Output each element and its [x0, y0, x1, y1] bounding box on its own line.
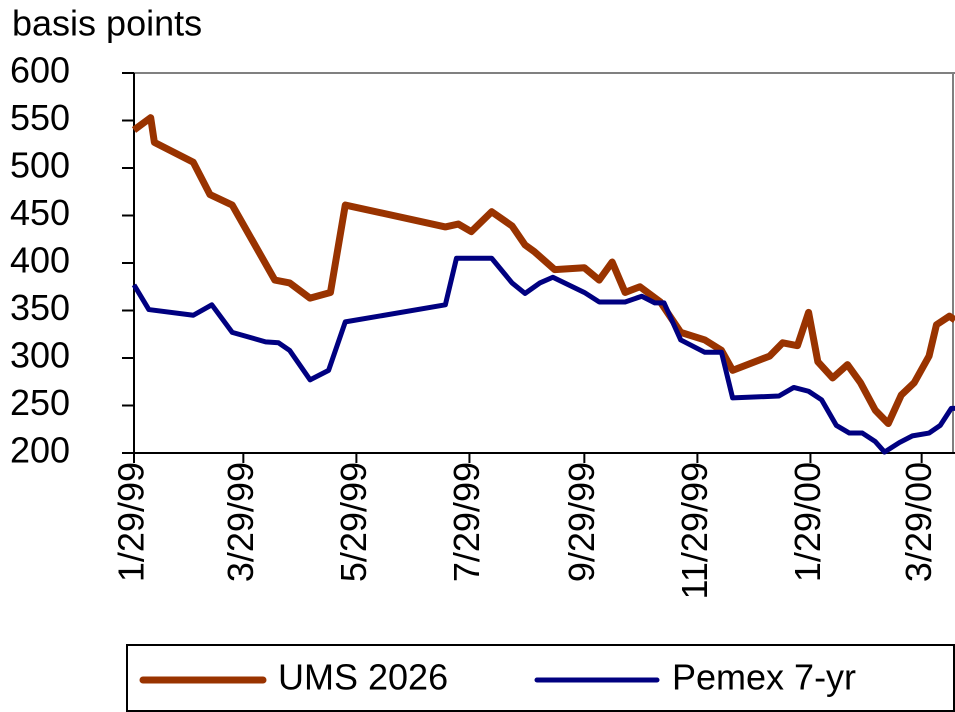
y-tick-label: 450 [10, 192, 70, 233]
y-tick-label: 300 [10, 335, 70, 376]
y-tick-label: 600 [10, 50, 70, 91]
y-tick-label: 250 [10, 382, 70, 423]
legend-label: UMS 2026 [278, 657, 448, 698]
y-tick-label: 550 [10, 97, 70, 138]
legend-label: Pemex 7-yr [672, 657, 856, 698]
x-tick-label: 7/29/99 [446, 462, 487, 582]
x-tick-label: 3/29/00 [898, 462, 939, 582]
x-tick-label: 3/29/99 [220, 462, 261, 582]
y-tick-label: 500 [10, 145, 70, 186]
series-line [131, 255, 955, 455]
legend-box [126, 644, 955, 712]
y-tick-label: 350 [10, 287, 70, 328]
x-tick-label: 11/29/99 [674, 462, 715, 599]
y-axis-label: basis points [12, 3, 202, 44]
y-tick-label: 200 [10, 430, 70, 471]
x-tick-label: 9/29/99 [561, 462, 602, 582]
x-tick-label: 1/29/99 [111, 462, 152, 582]
series-line [131, 114, 955, 428]
y-tick-label: 400 [10, 240, 70, 281]
x-tick-label: 5/29/99 [333, 462, 374, 582]
x-tick-label: 1/29/00 [787, 462, 828, 582]
